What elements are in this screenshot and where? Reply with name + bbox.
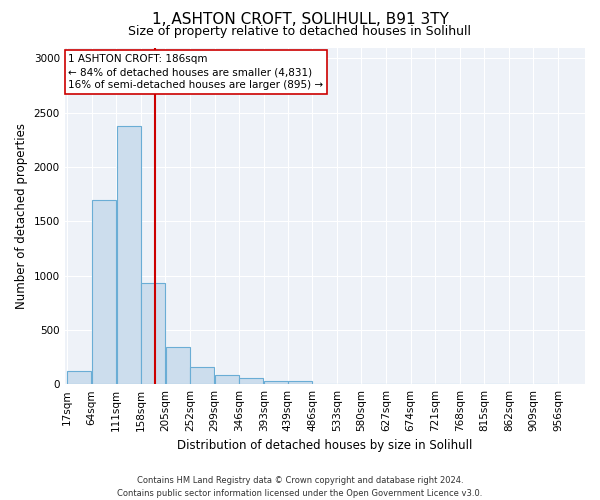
Bar [141,282,165,384]
Bar [239,378,263,384]
Bar [92,200,116,384]
Bar [166,346,190,384]
Text: 1 ASHTON CROFT: 186sqm
← 84% of detached houses are smaller (4,831)
16% of semi-: 1 ASHTON CROFT: 186sqm ← 84% of detached… [68,54,323,90]
Y-axis label: Number of detached properties: Number of detached properties [15,123,28,309]
Bar [288,381,312,384]
Text: 1, ASHTON CROFT, SOLIHULL, B91 3TY: 1, ASHTON CROFT, SOLIHULL, B91 3TY [152,12,448,28]
Text: Size of property relative to detached houses in Solihull: Size of property relative to detached ho… [128,25,472,38]
Text: Contains HM Land Registry data © Crown copyright and database right 2024.
Contai: Contains HM Land Registry data © Crown c… [118,476,482,498]
X-axis label: Distribution of detached houses by size in Solihull: Distribution of detached houses by size … [177,440,473,452]
Bar [67,371,91,384]
Bar [264,381,288,384]
Bar [116,126,140,384]
Bar [215,376,239,384]
Bar [190,368,214,384]
